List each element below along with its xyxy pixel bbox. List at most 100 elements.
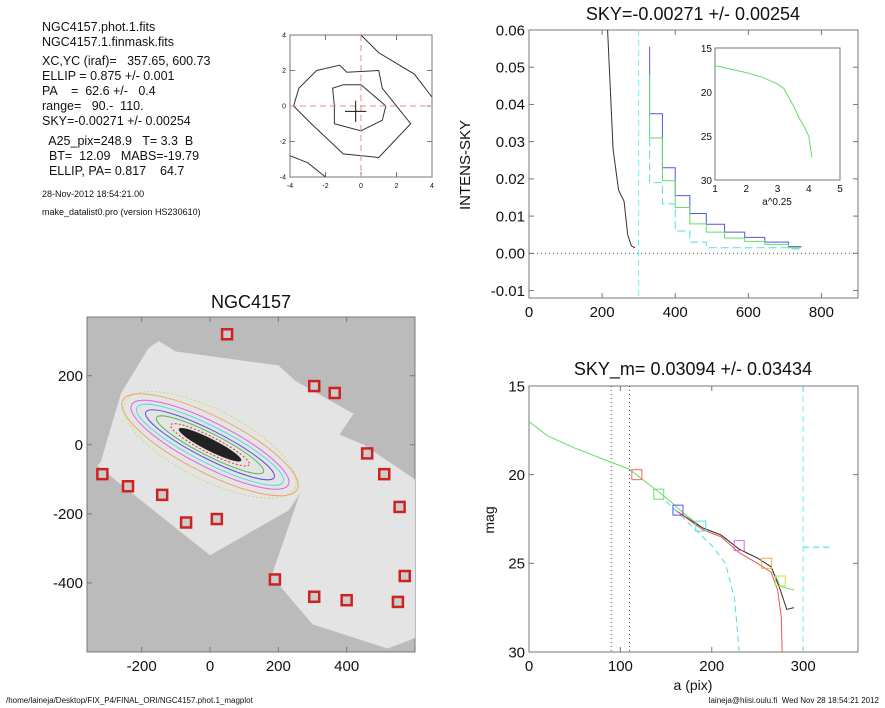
y-tick-label: -0.01 — [491, 283, 525, 300]
x-tick-label: -4 — [287, 183, 293, 190]
profile-marker — [653, 488, 665, 500]
profile-marker — [631, 469, 643, 481]
x-tick-label: -2 — [322, 183, 328, 190]
isophote-ellipse — [155, 415, 265, 475]
x-tick-label: 0 — [525, 304, 533, 321]
x-tick-label: 0 — [525, 658, 533, 675]
mask-marker — [121, 479, 135, 493]
y-tick-label: -200 — [53, 506, 83, 523]
x-tick-label: 300 — [791, 658, 816, 675]
mask-marker — [391, 595, 405, 609]
info-line: XC,YC (iraf)= 357.65, 600.73 — [42, 54, 211, 68]
x-tick-label: 2 — [395, 183, 399, 190]
x-tick-label: 400 — [663, 304, 688, 321]
y-tick-label: 0.03 — [496, 134, 525, 151]
y-tick-label: -400 — [53, 575, 83, 592]
contour-line — [289, 155, 326, 178]
mask-marker — [328, 386, 341, 400]
info-line: PA = 62.6 +/- 0.4 — [42, 84, 156, 98]
mag-frame — [528, 385, 859, 653]
series-green — [649, 74, 802, 249]
inset-x-tick: 2 — [743, 184, 749, 195]
y-tick-label: 0.00 — [496, 246, 525, 263]
y-axis-label: mag — [481, 506, 497, 533]
contour-line — [332, 84, 387, 132]
contour-line — [292, 64, 412, 158]
series-red — [674, 509, 783, 653]
x-tick-label: 200 — [699, 658, 724, 675]
inset-x-label: a^0.25 — [762, 197, 792, 208]
series-green — [528, 421, 795, 591]
isophote-ellipse — [145, 409, 275, 481]
y-tick-label: 0 — [282, 103, 286, 110]
info-line: ELLIP, PA= 0.817 64.7 — [42, 164, 185, 178]
info-line: NGC4157.phot.1.fits — [42, 20, 156, 34]
series-cyan-dash — [665, 500, 740, 653]
isophote-ellipse — [130, 399, 290, 490]
inset-y-tick: 15 — [701, 44, 713, 55]
y-tick-label: 0.06 — [496, 22, 525, 39]
mask-marker — [398, 569, 411, 583]
chart-title: SKY_m= 0.03094 +/- 0.03434 — [574, 359, 812, 380]
y-tick-label: 20 — [508, 467, 525, 484]
mask-marker — [360, 447, 374, 460]
isophote-ellipse — [121, 393, 299, 497]
y-tick-label: 0.04 — [496, 97, 525, 114]
x-tick-label: 4 — [430, 183, 434, 190]
inset-x-tick: 1 — [712, 184, 718, 195]
inset-x-tick: 3 — [775, 184, 781, 195]
image-field — [271, 427, 415, 649]
mask-marker — [155, 488, 169, 502]
profile-marker — [695, 520, 707, 532]
footer-path: /home/laineja/Desktop/FIX_P4/FINAL_ORI/N… — [6, 696, 253, 705]
chart-title: NGC4157 — [211, 292, 291, 312]
inset-y-tick: 25 — [701, 132, 713, 143]
mask-marker — [378, 467, 391, 481]
inset-y-tick: 30 — [701, 176, 713, 187]
x-tick-label: 800 — [809, 304, 834, 321]
x-tick-label: 200 — [266, 658, 291, 675]
info-line: NGC4157.1.finmask.fits — [42, 35, 174, 49]
x-tick-label: 400 — [334, 658, 359, 675]
date-label: 28-Nov-2012 18:54:21.00 — [42, 189, 145, 199]
x-tick-label: 200 — [590, 304, 615, 321]
y-tick-label: 200 — [58, 368, 83, 385]
mask-marker — [393, 500, 406, 514]
y-tick-label: 15 — [508, 378, 525, 395]
chart-title: SKY=-0.00271 +/- 0.00254 — [586, 4, 800, 24]
galaxy-core — [178, 428, 242, 462]
mask-marker — [268, 573, 282, 586]
footer-user: laineja@hiisi.oulu.fi Wed Nov 28 18:54:2… — [708, 696, 879, 705]
y-tick-label: 0.02 — [496, 171, 525, 188]
profile-marker — [672, 504, 684, 516]
x-axis-label: a (pix) — [674, 677, 713, 693]
info-line: BT= 12.09 MABS=-19.79 — [42, 149, 200, 163]
x-tick-label: -200 — [127, 658, 157, 675]
inset-x-tick: 4 — [806, 184, 812, 195]
y-tick-label: 4 — [282, 32, 286, 39]
x-tick-label: 600 — [736, 304, 761, 321]
y-tick-label: 30 — [508, 644, 525, 661]
profile-marker — [774, 575, 786, 587]
inset-y-tick: 20 — [701, 88, 713, 99]
series-profile — [607, 29, 636, 249]
isophote-ellipse — [135, 403, 285, 486]
x-tick-label: 0 — [206, 658, 214, 675]
mask-marker — [96, 467, 109, 481]
mask-marker — [340, 593, 353, 607]
inset-x-tick: 5 — [837, 184, 843, 195]
info-line: A25_pix=248.9 T= 3.3 B — [42, 134, 194, 148]
mask-marker — [220, 328, 234, 341]
mask-marker — [307, 379, 321, 393]
x-tick-label: 100 — [608, 658, 633, 675]
intens-frame — [528, 29, 859, 299]
contour-line — [360, 34, 433, 98]
y-tick-label: 25 — [508, 556, 525, 573]
x-tick-label: 0 — [359, 183, 363, 190]
isophote-ellipse — [123, 391, 297, 499]
inset-frame — [714, 47, 841, 181]
series-black — [674, 509, 795, 611]
info-panel: NGC4157.phot.1.fits NGC4157.1.finmask.fit… — [42, 20, 211, 220]
